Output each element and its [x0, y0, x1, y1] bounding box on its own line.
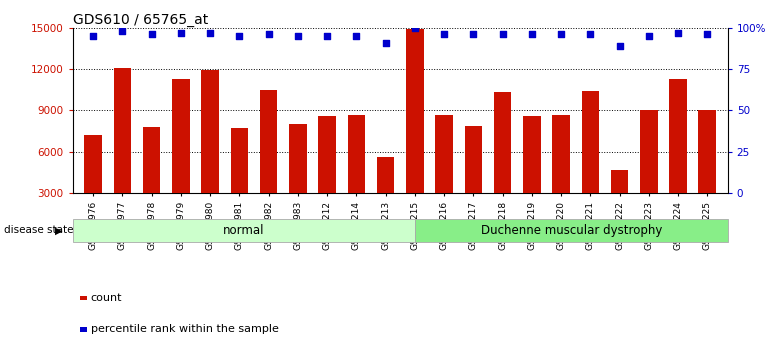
Point: [555, 31, 567, 37]
Bar: [699, 110, 716, 235]
Bar: [435, 115, 453, 235]
Bar: [406, 29, 424, 235]
Bar: [611, 170, 628, 235]
Bar: [640, 110, 657, 235]
Point: [409, 25, 421, 30]
Text: ▶: ▶: [55, 226, 63, 235]
Bar: [113, 68, 131, 235]
Bar: [289, 124, 306, 235]
Bar: [464, 126, 482, 235]
Point: [701, 31, 713, 37]
Text: GDS610 / 65765_at: GDS610 / 65765_at: [73, 12, 208, 27]
Bar: [581, 91, 599, 235]
Bar: [73, 219, 415, 242]
Bar: [348, 115, 365, 235]
Bar: [669, 79, 687, 235]
Bar: [319, 116, 336, 235]
Point: [467, 31, 480, 37]
Point: [146, 31, 158, 37]
Text: percentile rank within the sample: percentile rank within the sample: [90, 325, 279, 334]
Bar: [377, 157, 394, 235]
Point: [263, 31, 275, 37]
Point: [116, 28, 129, 34]
Point: [292, 33, 304, 39]
Point: [175, 30, 187, 35]
Bar: [172, 79, 190, 235]
Point: [643, 33, 655, 39]
Bar: [415, 219, 728, 242]
Bar: [552, 115, 570, 235]
Bar: [143, 127, 161, 235]
Point: [204, 30, 216, 35]
Text: normal: normal: [223, 224, 265, 237]
Text: Duchenne muscular dystrophy: Duchenne muscular dystrophy: [481, 224, 662, 237]
Text: disease state: disease state: [4, 226, 74, 235]
Point: [321, 33, 333, 39]
Point: [379, 40, 391, 45]
Point: [350, 33, 362, 39]
Bar: [494, 92, 512, 235]
Point: [584, 31, 597, 37]
Point: [525, 31, 538, 37]
Point: [614, 43, 626, 49]
Bar: [201, 70, 219, 235]
Bar: [523, 116, 541, 235]
Point: [87, 33, 100, 39]
Point: [496, 31, 509, 37]
Point: [234, 33, 246, 39]
Point: [438, 31, 450, 37]
Bar: [84, 135, 102, 235]
Bar: [231, 128, 248, 235]
Point: [672, 30, 684, 35]
Bar: [260, 90, 277, 235]
Text: count: count: [90, 294, 123, 303]
